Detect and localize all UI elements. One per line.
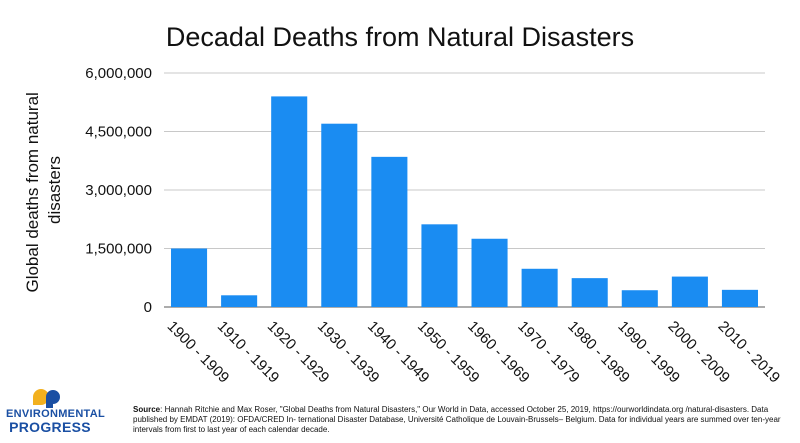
bar	[521, 268, 558, 307]
bar	[471, 238, 508, 307]
y-tick-label: 3,000,000	[85, 182, 152, 199]
chart-title: Decadal Deaths from Natural Disasters	[166, 22, 634, 52]
y-tick-label: 0	[144, 299, 152, 316]
y-axis-label-line-2: disasters	[45, 156, 64, 224]
source-label: Source	[133, 405, 161, 414]
source-note: Source: Hannah Ritchie and Max Roser, "G…	[133, 405, 783, 435]
environmental-progress-logo: ENVIRONMENTAL PROGRESS	[6, 386, 106, 440]
bar	[421, 224, 458, 307]
bar	[271, 96, 308, 308]
bar	[671, 276, 708, 307]
bar	[221, 295, 258, 307]
logo-line-2: PROGRESS	[9, 419, 91, 435]
source-text: : Hannah Ritchie and Max Roser, "Global …	[133, 405, 781, 434]
y-axis-label-line-1: Global deaths from natural	[23, 92, 42, 292]
bar	[621, 290, 658, 307]
logo-line-1: ENVIRONMENTAL	[6, 408, 106, 420]
bar	[571, 278, 608, 307]
logo-text: ENVIRONMENTAL PROGRESS	[6, 408, 106, 435]
bars	[171, 96, 758, 308]
logo-icon	[33, 389, 60, 408]
y-tick-label: 4,500,000	[85, 124, 152, 141]
bar	[171, 248, 208, 307]
bar	[371, 156, 408, 307]
y-tick-label: 6,000,000	[85, 65, 152, 82]
y-axis-label: Global deaths from natural disasters	[23, 87, 64, 292]
y-axis-ticks: 0 1,500,000 3,000,000 4,500,000 6,000,000	[85, 65, 152, 316]
gridlines	[164, 72, 765, 308]
bar	[721, 289, 758, 307]
y-tick-label: 1,500,000	[85, 241, 152, 258]
bar	[321, 123, 358, 307]
